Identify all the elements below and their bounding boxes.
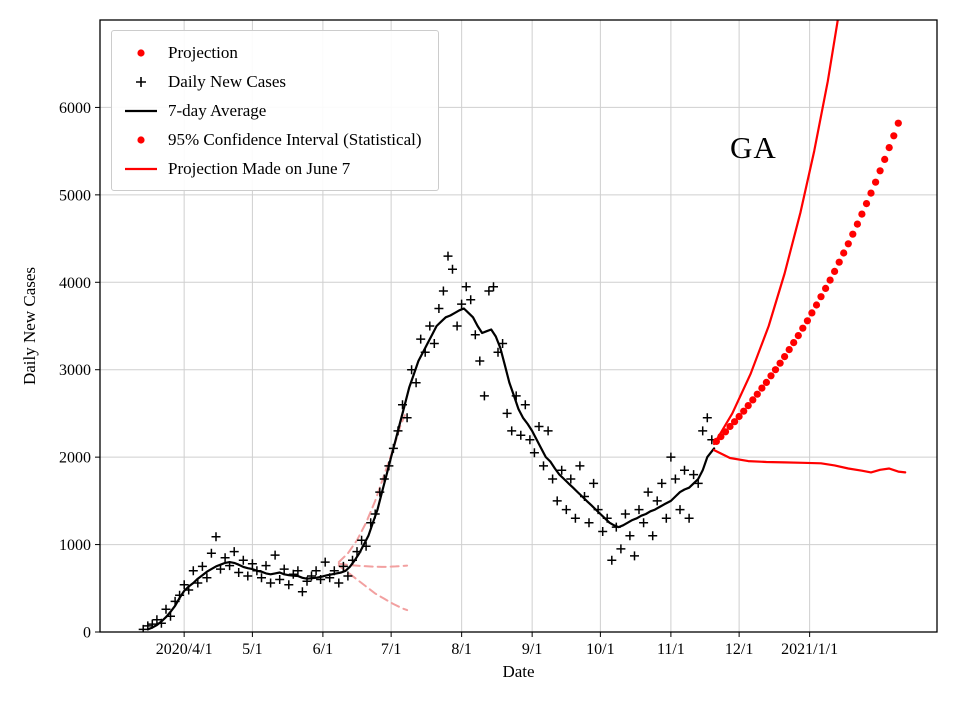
series-seven-day-average — [146, 307, 716, 631]
x-tick-label: 10/1 — [586, 641, 614, 658]
series-ci-lower — [713, 449, 907, 474]
x-tick-label: 11/1 — [657, 641, 685, 658]
series-june7-projection-upper — [337, 414, 406, 564]
black-line-marker-icon — [120, 102, 162, 120]
x-tick-label: 5/1 — [242, 641, 262, 658]
legend-entry-june7-projection: Projection Made on June 7 — [120, 154, 422, 183]
x-tick-label: 2021/1/1 — [781, 641, 838, 658]
series-ci-upper — [713, 20, 839, 446]
series-daily-new-cases — [138, 251, 717, 632]
x-tick-label: 2020/4/1 — [156, 641, 213, 658]
red-line-marker-icon — [120, 160, 162, 178]
red-dot-marker-icon — [120, 44, 162, 62]
x-tick-label: 9/1 — [522, 641, 542, 658]
y-tick-label: 1000 — [59, 537, 91, 554]
y-tick-label: 6000 — [59, 100, 91, 117]
series-layer — [138, 20, 907, 632]
plot-border — [99, 19, 938, 633]
legend-entry-confidence-interval: 95% Confidence Interval (Statistical) — [120, 125, 422, 154]
series-june7-projection-lower — [337, 564, 409, 612]
legend-label: Daily New Cases — [168, 71, 287, 91]
plus-marker-icon — [120, 73, 162, 91]
legend-entry-7-day-average: 7-day Average — [120, 96, 422, 125]
axis-ticks: 2020/4/1 5/1 6/1 7/1 8/1 9/1 10/1 11/1 12/1 2021/… — [59, 100, 838, 658]
series-projection — [712, 119, 902, 445]
legend-entry-daily-new-cases: Daily New Cases — [120, 67, 422, 96]
y-tick-label: 0 — [83, 625, 91, 642]
x-axis-label: Date — [502, 662, 535, 681]
legend-entry-projection: Projection — [120, 38, 422, 67]
y-tick-label: 2000 — [59, 450, 91, 467]
x-tick-label: 8/1 — [451, 641, 471, 658]
legend-label: 95% Confidence Interval (Statistical) — [168, 129, 422, 149]
series-june7-projection-mid — [337, 562, 409, 568]
x-tick-label: 7/1 — [381, 641, 401, 658]
legend-label: 7-day Average — [168, 100, 267, 120]
red-dot-marker-icon — [120, 131, 162, 149]
legend-label: Projection Made on June 7 — [168, 158, 351, 178]
y-axis-label: Daily New Cases — [20, 266, 39, 386]
legend: Projection Daily New Cases 7-day Average… — [111, 30, 439, 191]
y-tick-label: 4000 — [59, 275, 91, 292]
y-tick-label: 3000 — [59, 362, 91, 379]
state-annotation: GA — [730, 130, 777, 165]
y-tick-label: 5000 — [59, 187, 91, 204]
legend-label: Projection — [168, 42, 238, 62]
x-tick-label: 6/1 — [313, 641, 333, 658]
x-tick-label: 12/1 — [725, 641, 753, 658]
